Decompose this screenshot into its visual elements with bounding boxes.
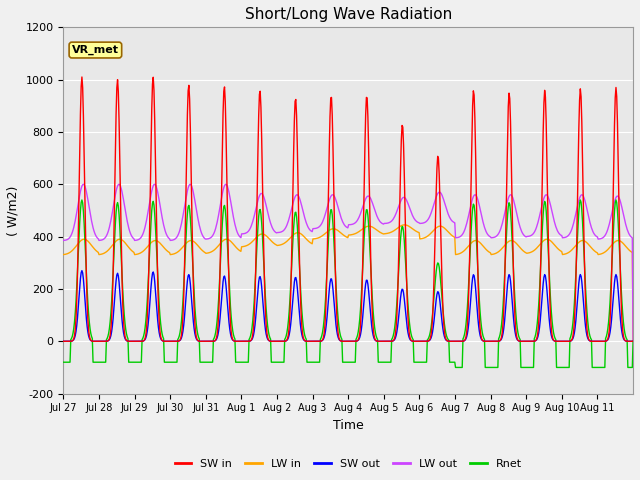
Title: Short/Long Wave Radiation: Short/Long Wave Radiation [244,7,452,22]
Y-axis label: ( W/m2): ( W/m2) [7,185,20,236]
Text: VR_met: VR_met [72,45,119,55]
X-axis label: Time: Time [333,419,364,432]
Legend: SW in, LW in, SW out, LW out, Rnet: SW in, LW in, SW out, LW out, Rnet [170,454,526,473]
